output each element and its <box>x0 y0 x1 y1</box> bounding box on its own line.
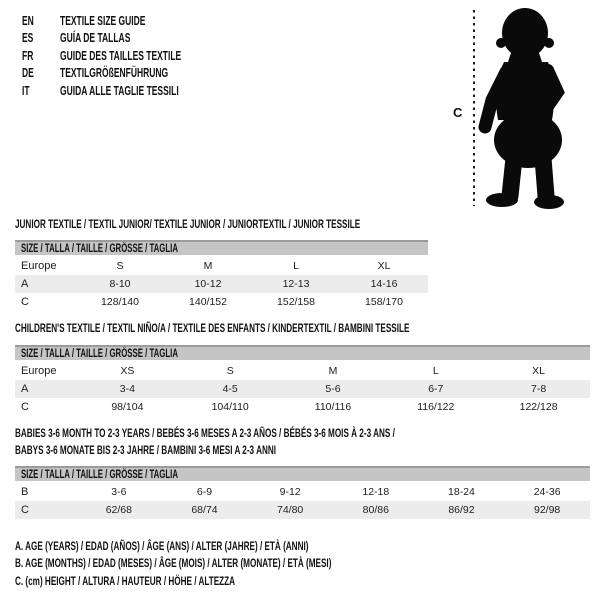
height-measure-label: C <box>453 105 463 120</box>
junior-table-title: JUNIOR TEXTILE / TEXTIL JUNIOR/ TEXTILE … <box>15 217 361 231</box>
size-header-bar: SIZE / TALLA / TAILLE / GRÖSSE / TAGLIA <box>15 466 590 481</box>
row-label: A <box>21 383 29 395</box>
size-cell: 128/140 <box>101 296 139 308</box>
size-cell: M <box>203 260 213 272</box>
language-title: GUIDE DES TAILLES TEXTILE <box>60 48 182 63</box>
size-cell: L <box>432 365 439 377</box>
language-title: TEXTILE SIZE GUIDE <box>60 13 146 28</box>
size-header-bar: SIZE / TALLA / TAILLE / GRÖSSE / TAGLIA <box>15 345 590 360</box>
size-cell: 68/74 <box>191 504 218 516</box>
size-cell: 140/152 <box>189 296 227 308</box>
junior-size-table: Europe S M L XL A 8-10 10-12 12-13 14-16 C 128/140 1… <box>15 257 428 311</box>
babies-table-title-line1: BABIES 3-6 MONTH TO 2-3 YEARS / BEBÉS 3-… <box>15 426 395 440</box>
size-cell: 6-7 <box>428 383 444 395</box>
children-table-title: CHILDREN'S TEXTILE / TEXTIL NIÑO/A / TEX… <box>15 321 410 335</box>
size-cell: 24-36 <box>533 486 561 498</box>
size-cell: 6-9 <box>196 486 213 498</box>
table-row: A 8-10 10-12 12-13 14-16 <box>15 275 428 293</box>
row-label: C <box>21 296 29 308</box>
list-item: EN TEXTILE SIZE GUIDE <box>22 12 238 30</box>
language-title: GUÍA DE TALLAS <box>60 31 131 46</box>
size-cell: XL <box>532 365 546 377</box>
list-item: FR GUIDE DES TAILLES TEXTILE <box>22 47 238 65</box>
size-cell: 98/104 <box>111 401 144 413</box>
row-label: Europe <box>21 260 57 272</box>
row-label: Europe <box>21 365 57 377</box>
size-cell: XL <box>377 260 391 272</box>
children-size-table: Europe XS S M L XL A 3-4 4-5 5-6 6-7 7-8 C 98/104 104/… <box>15 362 590 416</box>
list-item: DE TEXTILGRÖßENFÜHRUNG <box>22 65 238 83</box>
size-cell: 5-6 <box>325 383 341 395</box>
size-cell: 18-24 <box>448 486 475 498</box>
size-cell: 3-4 <box>119 383 135 395</box>
size-cell: XS <box>120 365 135 377</box>
language-code: DE <box>22 66 34 81</box>
size-cell: 86/92 <box>448 504 475 516</box>
size-cell: 116/122 <box>417 401 455 413</box>
size-header-bar: SIZE / TALLA / TAILLE / GRÖSSE / TAGLIA <box>15 240 428 255</box>
size-cell: S <box>116 260 124 272</box>
row-label: A <box>21 278 29 290</box>
language-code: IT <box>22 83 30 98</box>
footnote-c: C. (cm) HEIGHT / ALTURA / HAUTEUR / HÖHE… <box>15 573 236 588</box>
baby-silhouette-icon <box>473 8 565 209</box>
table-row: C 98/104 104/110 110/116 116/122 122/128 <box>15 398 590 416</box>
size-cell: 80/86 <box>362 504 389 516</box>
size-cell: 12-13 <box>282 278 310 290</box>
size-cell: 12-18 <box>362 486 390 498</box>
babies-size-table: B 3-6 6-9 9-12 12-18 18-24 24-36 C 62/68 68/74 74/… <box>15 483 590 519</box>
size-cell: M <box>328 365 338 377</box>
size-cell: 62/68 <box>105 504 132 516</box>
size-cell: 10-12 <box>194 278 222 290</box>
size-cell: 7-8 <box>531 383 547 395</box>
language-list: EN TEXTILE SIZE GUIDE ES GUÍA DE TALLAS … <box>22 12 238 100</box>
size-cell: 9-12 <box>279 486 301 498</box>
row-label: C <box>21 504 29 516</box>
row-label: B <box>21 486 29 498</box>
language-title: TEXTILGRÖßENFÜHRUNG <box>60 66 169 81</box>
size-cell: L <box>293 260 299 272</box>
table-row: Europe S M L XL <box>15 257 428 275</box>
row-label: C <box>21 401 29 413</box>
list-item: IT GUIDA ALLE TAGLIE TESSILI <box>22 82 238 100</box>
table-row: C 62/68 68/74 74/80 80/86 86/92 92/98 <box>15 501 590 519</box>
babies-table-title-line2: BABYS 3-6 MONATE BIS 2-3 JAHRE / BAMBINI… <box>15 443 277 457</box>
size-cell: 122/128 <box>519 401 558 413</box>
size-cell: 152/158 <box>277 296 315 308</box>
table-row: B 3-6 6-9 9-12 12-18 18-24 24-36 <box>15 483 590 501</box>
language-code: FR <box>22 48 34 63</box>
footnotes: A. AGE (YEARS) / EDAD (AÑOS) / ÂGE (ANS)… <box>15 537 480 590</box>
size-cell: 4-5 <box>222 383 238 395</box>
size-cell: 92/98 <box>534 504 561 516</box>
size-cell: 14-16 <box>370 278 398 290</box>
language-code: EN <box>22 13 34 28</box>
size-cell: 104/110 <box>211 401 249 413</box>
list-item: ES GUÍA DE TALLAS <box>22 30 238 48</box>
size-cell: S <box>226 365 234 377</box>
size-cell: 110/116 <box>314 401 352 413</box>
size-cell: 3-6 <box>111 486 127 498</box>
size-cell: 74/80 <box>277 504 304 516</box>
table-row: A 3-4 4-5 5-6 6-7 7-8 <box>15 380 590 398</box>
language-code: ES <box>22 31 34 46</box>
footnote-a: A. AGE (YEARS) / EDAD (AÑOS) / ÂGE (ANS)… <box>15 538 309 553</box>
size-cell: 8-10 <box>109 278 131 290</box>
size-cell: 158/170 <box>365 296 403 308</box>
language-title: GUIDA ALLE TAGLIE TESSILI <box>60 83 179 98</box>
table-row: Europe XS S M L XL <box>15 362 590 380</box>
table-row: C 128/140 140/152 152/158 158/170 <box>15 293 428 311</box>
footnote-b: B. AGE (MONTHS) / EDAD (MESES) / ÂGE (MO… <box>15 556 332 571</box>
